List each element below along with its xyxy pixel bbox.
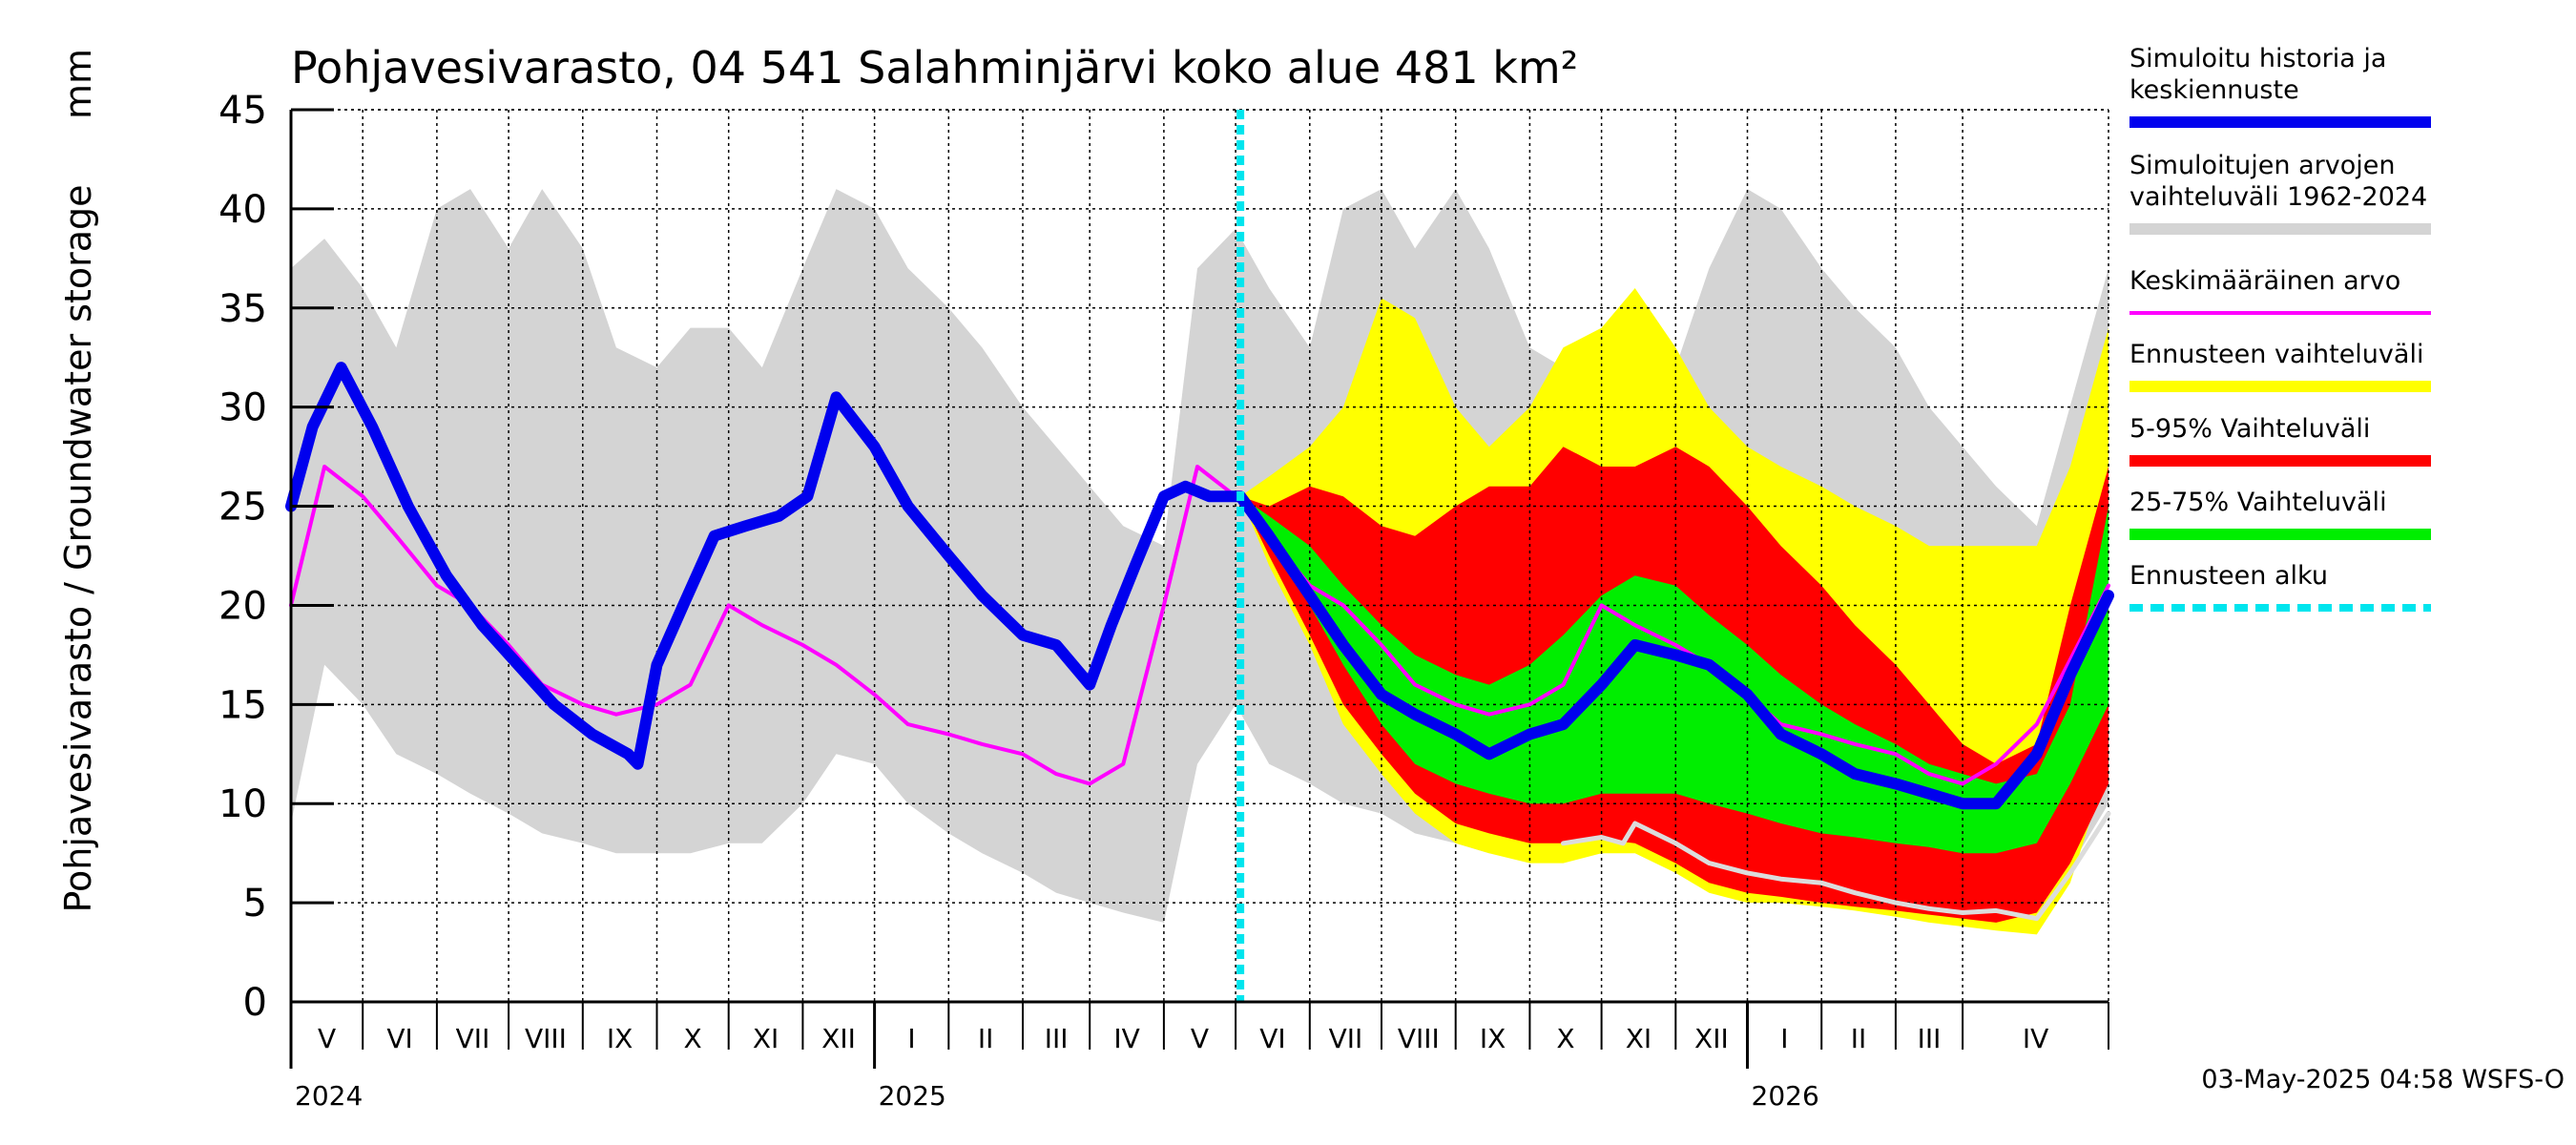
legend-item-5-95-vaihteluv-li: 5-95% Vaihteluväli	[2129, 414, 2431, 467]
x-month-label-21: II	[1851, 1023, 1867, 1054]
x-year-label-2024: 2024	[295, 1080, 363, 1112]
legend-label-keskim-r-inen-arvo-0: Keskimääräinen arvo	[2129, 266, 2400, 296]
x-month-label-10: III	[1045, 1023, 1069, 1054]
x-month-label-11: IV	[1113, 1023, 1139, 1054]
x-month-label-2: VII	[456, 1023, 490, 1054]
legend: Simuloitu historia jakeskiennusteSimuloi…	[2129, 44, 2431, 612]
y-tick-label-45: 45	[218, 89, 267, 133]
y-tick-label-0: 0	[243, 981, 267, 1025]
y-tick-label-10: 10	[218, 782, 267, 826]
x-month-label-15: VIII	[1398, 1023, 1440, 1054]
band-25-75-vaihteluv-li	[1240, 496, 2109, 854]
legend-label-simuloitujen-arvojen-vaihteluv-li-1962-2024-0: Simuloitujen arvojen	[2129, 151, 2395, 180]
legend-label-simuloitujen-arvojen-vaihteluv-li-1962-2024-1: vaihteluväli 1962-2024	[2129, 182, 2427, 212]
y-tick-label-5: 5	[243, 882, 267, 926]
x-month-label-14: VII	[1329, 1023, 1363, 1054]
x-month-label-18: XI	[1626, 1023, 1652, 1054]
x-year-label-2025: 2025	[879, 1080, 946, 1112]
y-tick-label-35: 35	[218, 287, 267, 331]
y-axis-unit: mm	[57, 49, 99, 119]
y-axis-label: Pohjavesivarasto / Groundwater storage	[57, 184, 99, 912]
legend-label-ennusteen-vaihteluv-li-0: Ennusteen vaihteluväli	[2129, 340, 2423, 369]
y-tick-label-20: 20	[218, 584, 267, 628]
series-line-simuloitu-historia-ja-keskiennuste	[285, 362, 2114, 810]
legend-label-simuloitu-historia-ja-keskiennuste-0: Simuloitu historia ja	[2129, 44, 2386, 73]
x-month-label-7: XII	[821, 1023, 856, 1054]
chart-title: Pohjavesivarasto, 04 541 Salahminjärvi k…	[291, 42, 1578, 94]
x-month-label-1: VI	[386, 1023, 412, 1054]
x-month-label-16: IX	[1480, 1023, 1506, 1054]
x-year-label-2026: 2026	[1752, 1080, 1819, 1112]
series-line-ennusteen-minimi	[1561, 811, 2111, 922]
legend-item-ennusteen-alku: Ennusteen alku	[2129, 561, 2431, 612]
x-month-label-17: X	[1556, 1023, 1574, 1054]
x-month-label-9: II	[978, 1023, 994, 1054]
x-month-label-19: XII	[1694, 1023, 1729, 1054]
x-month-label-22: III	[1918, 1023, 1942, 1054]
x-month-label-6: XI	[753, 1023, 779, 1054]
legend-label-5-95-vaihteluv-li-0: 5-95% Vaihteluväli	[2129, 414, 2370, 444]
y-tick-label-30: 30	[218, 386, 267, 430]
y-tick-label-40: 40	[218, 188, 267, 232]
grid-layer	[291, 109, 2109, 1002]
legend-item-25-75-vaihteluv-li: 25-75% Vaihteluväli	[2129, 488, 2431, 540]
y-tick-label-15: 15	[218, 683, 267, 727]
legend-item-ennusteen-vaihteluv-li: Ennusteen vaihteluväli	[2129, 340, 2431, 392]
lines-layer	[285, 362, 2114, 922]
x-month-label-13: VI	[1259, 1023, 1285, 1054]
legend-item-keskim-r-inen-arvo: Keskimääräinen arvo	[2129, 266, 2431, 315]
x-month-label-23: IV	[2023, 1023, 2048, 1054]
x-month-label-3: VIII	[525, 1023, 567, 1054]
x-month-label-20: I	[1780, 1023, 1788, 1054]
legend-label-simuloitu-historia-ja-keskiennuste-1: keskiennuste	[2129, 75, 2299, 105]
legend-label-ennusteen-alku-0: Ennusteen alku	[2129, 561, 2328, 591]
x-month-label-12: V	[1191, 1023, 1209, 1054]
y-tick-label-25: 25	[218, 486, 267, 530]
x-month-label-4: IX	[607, 1023, 633, 1054]
x-month-label-0: V	[318, 1023, 336, 1054]
x-month-label-5: X	[684, 1023, 702, 1054]
bands-layer	[291, 189, 2109, 935]
footer-timestamp: 03-May-2025 04:58 WSFS-O	[2201, 1065, 2565, 1094]
x-month-label-8: I	[907, 1023, 915, 1054]
legend-label-25-75-vaihteluv-li-0: 25-75% Vaihteluväli	[2129, 488, 2387, 517]
